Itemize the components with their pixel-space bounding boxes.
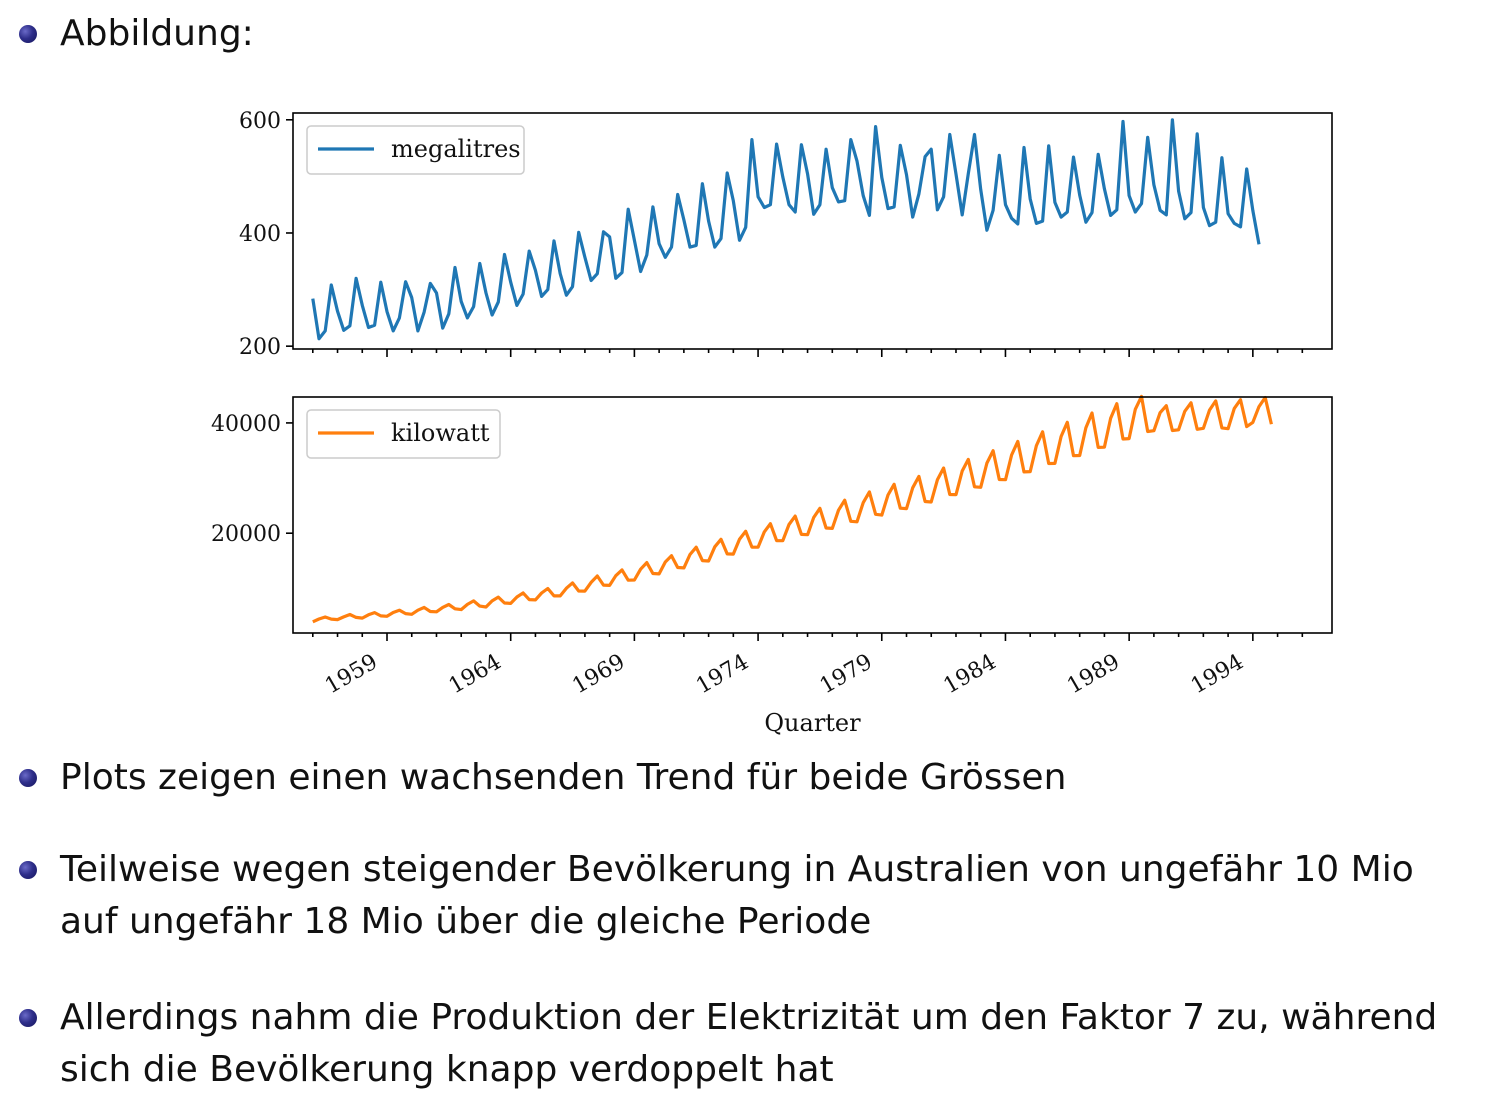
legend: kilowatt — [306, 409, 501, 459]
x-tick-label: 1979 — [816, 650, 877, 700]
legend-label: megalitres — [391, 135, 521, 163]
y-tick-label: 400 — [239, 222, 281, 247]
bullet-text-1-line-1: Plots zeigen einen wachsenden Trend für … — [60, 757, 1067, 798]
legend-box — [306, 125, 525, 175]
bullet-text-3-line-2: sich die Bevölkerung knapp verdoppelt ha… — [60, 1049, 834, 1090]
x-tick-label: 1994 — [1187, 650, 1248, 700]
y-tick-label: 20000 — [211, 522, 281, 547]
legend-label: kilowatt — [391, 419, 490, 447]
slide-heading: Abbildung: — [60, 13, 254, 54]
x-tick-label: 1984 — [939, 650, 1000, 700]
x-tick-label: 1969 — [568, 650, 629, 700]
y-tick-label: 40000 — [211, 412, 281, 437]
series-line-megalitres — [311, 118, 1261, 341]
bullet-marker — [19, 861, 37, 879]
bullet-text-2-line-1: Teilweise wegen steigender Bevölkerung i… — [60, 849, 1414, 890]
y-tick-label: 200 — [239, 335, 281, 360]
x-tick-label: 1989 — [1063, 650, 1124, 700]
plot-frame — [292, 396, 1333, 634]
axes-kilowatt: 20000 40000 kilowatt 1959 1964 1969 1974 1979 19… — [211, 394, 1333, 737]
x-axis-label: Quarter — [764, 709, 861, 737]
bullet-text-3-line-1: Allerdings nahm die Produktion der Elekt… — [60, 997, 1438, 1038]
y-tick-label: 600 — [239, 109, 281, 134]
legend: megalitres — [306, 125, 525, 175]
series-line-kilowatt — [312, 394, 1273, 624]
x-tick-label: 1974 — [692, 650, 753, 700]
legend-box — [306, 409, 501, 459]
x-tick-label: 1959 — [321, 650, 382, 700]
bullet-marker — [19, 25, 37, 43]
bullet-marker — [19, 769, 37, 787]
figure: 200 400 600 megalitres 20000 40000 kilowatt 19… — [211, 109, 1333, 737]
plot-frame — [292, 112, 1333, 350]
bullet-text-2-line-2: auf ungefähr 18 Mio über die gleiche Per… — [60, 901, 872, 942]
axes-megalitres: 200 400 600 megalitres — [239, 109, 1333, 360]
x-tick-label: 1964 — [445, 650, 506, 700]
bullet-marker — [19, 1009, 37, 1027]
